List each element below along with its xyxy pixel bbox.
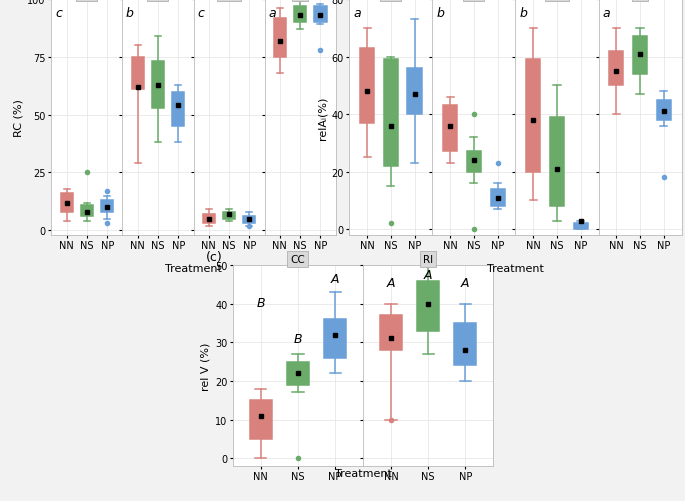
Text: Treatment: Treatment: [487, 263, 544, 273]
Title: RI: RI: [423, 255, 433, 265]
PathPatch shape: [408, 69, 422, 115]
Text: a: a: [353, 7, 361, 20]
Text: B: B: [256, 297, 265, 310]
Text: Treatment: Treatment: [334, 468, 392, 478]
Text: b: b: [126, 7, 134, 20]
PathPatch shape: [454, 323, 477, 366]
Text: A: A: [424, 269, 432, 282]
PathPatch shape: [526, 60, 540, 172]
Text: c: c: [55, 7, 62, 20]
Text: B: B: [294, 333, 302, 346]
PathPatch shape: [633, 38, 647, 75]
PathPatch shape: [249, 400, 272, 439]
PathPatch shape: [657, 101, 671, 121]
PathPatch shape: [490, 189, 505, 207]
PathPatch shape: [274, 19, 286, 58]
PathPatch shape: [443, 106, 458, 152]
PathPatch shape: [203, 215, 215, 224]
PathPatch shape: [101, 201, 113, 212]
PathPatch shape: [360, 49, 374, 123]
Y-axis label: relAᵢ(%): relAᵢ(%): [317, 96, 327, 139]
PathPatch shape: [81, 205, 93, 217]
PathPatch shape: [60, 194, 73, 212]
PathPatch shape: [324, 320, 347, 358]
PathPatch shape: [417, 281, 439, 331]
Text: c: c: [197, 7, 204, 20]
Text: b: b: [520, 7, 527, 20]
PathPatch shape: [550, 118, 564, 207]
Text: Treatment: Treatment: [165, 263, 222, 273]
PathPatch shape: [379, 316, 402, 350]
Y-axis label: rel V (%): rel V (%): [201, 342, 211, 390]
PathPatch shape: [314, 7, 327, 23]
PathPatch shape: [466, 152, 481, 172]
Text: b: b: [436, 7, 445, 20]
Text: A: A: [461, 277, 469, 290]
PathPatch shape: [132, 58, 144, 90]
PathPatch shape: [152, 62, 164, 109]
Text: a: a: [603, 7, 610, 20]
Y-axis label: RC (%): RC (%): [13, 99, 23, 137]
PathPatch shape: [573, 224, 588, 230]
Text: A: A: [331, 273, 339, 286]
PathPatch shape: [287, 362, 309, 385]
PathPatch shape: [384, 60, 398, 166]
PathPatch shape: [294, 7, 306, 23]
Text: a: a: [268, 7, 276, 20]
PathPatch shape: [609, 52, 623, 86]
Title: CC: CC: [290, 255, 306, 265]
PathPatch shape: [172, 92, 184, 127]
PathPatch shape: [223, 212, 235, 219]
PathPatch shape: [243, 217, 256, 224]
Text: (c): (c): [206, 250, 223, 263]
Text: A: A: [387, 277, 395, 290]
